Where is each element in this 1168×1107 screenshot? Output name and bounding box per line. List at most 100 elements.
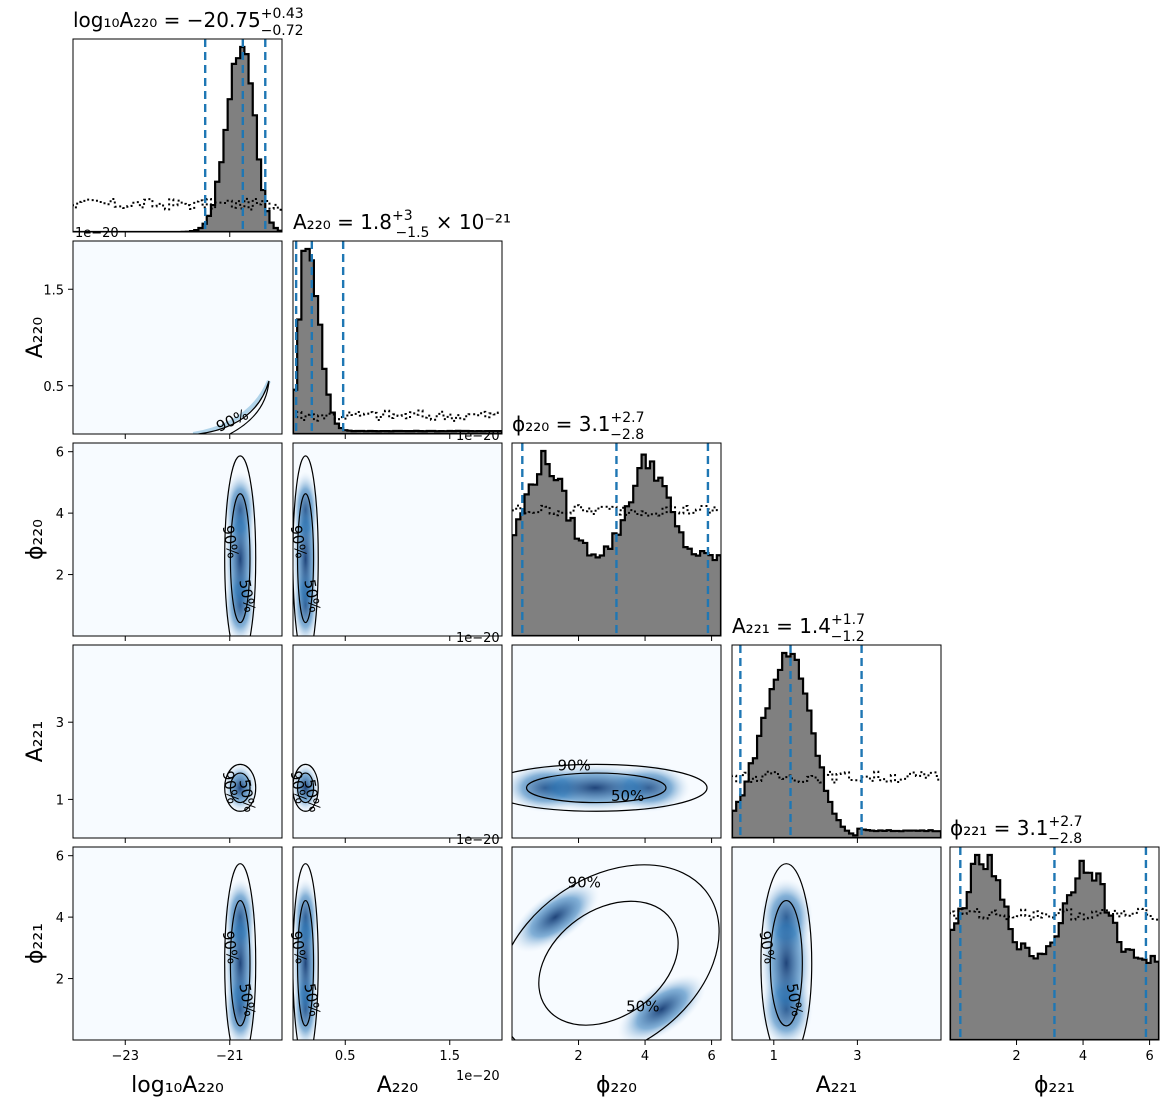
panel-frame-A221 (731, 644, 942, 839)
title-value: ϕ₂₂₀ = 3.1 (512, 412, 611, 436)
x-axis-label-A221: A₂₂₁ (816, 1073, 858, 1098)
x-axis-label-A220: A₂₂₀ (377, 1073, 419, 1098)
density-panel-logA220-phi220 (73, 443, 282, 636)
title-value: A₂₂₁ = 1.4 (732, 614, 831, 638)
title-value: A₂₂₀ = 1.8 (293, 210, 392, 234)
histogram-phi220 (512, 449, 721, 636)
panel-frame-phi221 (949, 846, 1160, 1041)
density-panel-A220-phi221 (293, 847, 502, 1040)
panel-frame-A220-phi221 (292, 846, 503, 1041)
histogram-title-A221: A₂₂₁ = 1.4+1.7 −1.2 (732, 612, 865, 645)
x-axis-label-phi221: ϕ₂₂₁ (1034, 1073, 1075, 1098)
panel-frame-phi220 (511, 442, 722, 637)
y-tick-label-A221: 3 (56, 716, 64, 731)
y-tick-label-A220: 0.5 (43, 380, 64, 395)
density-blob-0 (224, 763, 257, 813)
contour-90 (198, 380, 270, 434)
panel-offset-text-A220: 1e−20 (456, 429, 500, 444)
contour-50 (296, 899, 315, 1027)
histogram-A220 (293, 247, 502, 434)
density-ridge (192, 380, 271, 434)
title-upper-error: +1.7 (831, 612, 865, 628)
panel-frame-logA220-A220 (72, 240, 283, 435)
histogram-A221 (732, 651, 941, 838)
title-value: log₁₀A₂₂₀ = −20.75 (73, 8, 261, 32)
x-tick-label-A221: 1 (770, 1049, 778, 1064)
panel-frame-A220-phi220 (292, 442, 503, 637)
contour-50 (769, 899, 803, 1027)
contour-90 (293, 763, 319, 812)
contour-90 (224, 763, 257, 812)
contour-50 (229, 899, 251, 1027)
contour-90 (512, 763, 708, 812)
density-background (73, 241, 282, 434)
x-tick-label-A220: 1.5 (439, 1049, 460, 1064)
histogram-title-phi220: ϕ₂₂₀ = 3.1+2.7 −2.8 (512, 410, 645, 443)
contour-90 (224, 455, 257, 636)
hist-panel-phi220 (512, 443, 721, 636)
histogram-title-A220: A₂₂₀ = 1.8+3 −1.5 × 10⁻²¹ (293, 208, 511, 241)
y-tick-label-A221: 1 (56, 793, 64, 808)
density-blob-1 (617, 974, 706, 1040)
panel-frame-A220 (292, 240, 503, 435)
y-tick-label-phi220: 4 (56, 507, 64, 522)
contour-90 (293, 455, 319, 636)
contour-label-90: 90% (557, 757, 590, 775)
prior-histogram-A220 (293, 409, 502, 422)
contour-label-50: 50% (626, 997, 659, 1015)
hist-panel-A220 (293, 241, 502, 434)
x-tick-label-A221: 3 (853, 1049, 861, 1064)
density-panel-phi220-A221 (512, 645, 721, 838)
title-value: ϕ₂₂₁ = 3.1 (950, 816, 1049, 840)
density-panel-phi220-phi221 (512, 847, 721, 1040)
histogram-title-logA220: log₁₀A₂₂₀ = −20.75+0.43 −0.72 (73, 6, 304, 39)
x-axis-label-phi220: ϕ₂₂₀ (596, 1073, 637, 1098)
contour-label-50: 50% (611, 787, 644, 805)
panel-offset-text-A220: 1e−20 (456, 631, 500, 646)
y-tick-label-phi221: 6 (56, 850, 64, 865)
density-panel-A221-phi221 (732, 847, 941, 1040)
title-lower-error: −2.8 (610, 427, 644, 443)
x-tick-label-phi221: 2 (1012, 1049, 1020, 1064)
x-tick-label-A220: 0.5 (335, 1049, 356, 1064)
y-tick-label-phi220: 2 (56, 569, 64, 584)
contour-90 (293, 863, 319, 1040)
panel-frame-A220-A221 (292, 644, 503, 839)
title-lower-error: −1.5 (395, 225, 429, 241)
density-panel-A220-A221 (293, 645, 502, 838)
y-tick-label-phi221: 2 (56, 973, 64, 988)
panel-frame-logA220-phi220 (72, 442, 283, 637)
contour-50 (296, 493, 315, 624)
x-tick-label-phi220: 6 (707, 1049, 715, 1064)
title-upper-error: +2.7 (611, 410, 645, 426)
panel-offset-text-A220: 1e−20 (456, 833, 500, 848)
contour-label-50: 50% (235, 778, 259, 814)
contour-label-50: 50% (235, 982, 259, 1018)
density-blob-0 (512, 881, 600, 953)
histogram-logA220 (73, 45, 282, 232)
y-tick-label-phi220: 6 (56, 446, 64, 461)
x-tick-label-phi220: 4 (641, 1049, 649, 1064)
contour-90 (512, 864, 720, 1040)
panel-frame-logA220-A221 (72, 644, 283, 839)
x-axis-label-logA220: log₁₀A₂₂₀ (131, 1073, 224, 1098)
panel-frame-logA220 (72, 38, 283, 233)
contour-50 (229, 772, 251, 804)
x-tick-label-phi221: 6 (1145, 1049, 1153, 1064)
title-lower-error: −1.2 (831, 629, 865, 645)
title-lower-error: −2.8 (1048, 831, 1082, 847)
title-scale: × 10⁻²¹ (429, 210, 511, 234)
panel-frame-phi220-phi221 (511, 846, 722, 1041)
x-tick-label-phi221: 4 (1079, 1049, 1087, 1064)
y-tick-label-phi221: 4 (56, 911, 64, 926)
prior-histogram-A221 (732, 770, 941, 784)
contour-label-90: 90% (219, 929, 243, 965)
x-tick-label-logA220: −23 (112, 1049, 139, 1064)
contour-label-90: 90% (568, 873, 601, 891)
density-panel-logA220-A220 (73, 241, 282, 434)
contour-label-50: 50% (300, 778, 324, 814)
histogram-phi221 (950, 853, 1159, 1040)
panel-frame-phi220-A221 (511, 644, 722, 839)
contour-50 (525, 772, 667, 804)
